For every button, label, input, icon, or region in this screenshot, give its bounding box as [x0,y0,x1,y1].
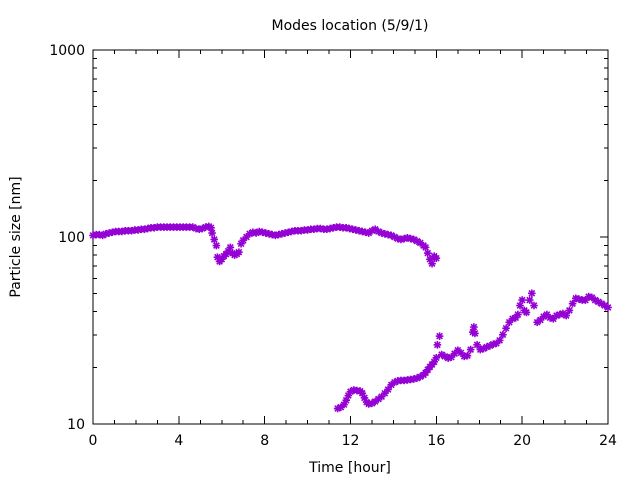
data-point [208,229,216,237]
data-point [463,351,472,360]
data-point [470,323,478,331]
data-point [604,303,612,312]
data-point [530,301,538,310]
y-axis-label: Particle size [nm] [8,176,24,297]
data-point [235,248,243,256]
data-point [226,243,235,252]
data-point [514,310,522,319]
axis-tick-labels: 0 4 8 12 16 20 24 10 100 1000 [49,43,617,449]
data-point [549,315,558,323]
data-point [536,316,545,324]
data-point [516,301,524,310]
x-tick-label: 24 [599,433,617,449]
data-point [466,345,475,354]
x-axis-label: Time [hour] [308,460,391,476]
data-point [433,341,442,349]
y-tick-label: 1000 [49,43,85,59]
data-point [207,223,215,232]
data-point [522,308,531,317]
data-point [562,311,570,320]
data-point [499,330,507,339]
data-point [423,249,432,257]
data-point [421,243,430,252]
x-tick-label: 16 [427,433,445,449]
data-points [89,222,612,413]
data-point [428,259,436,268]
data-point [473,341,481,349]
data-point [565,306,574,315]
data-point [495,336,504,345]
x-tick-label: 0 [89,433,98,449]
data-point [381,389,389,398]
x-tick-label: 12 [342,433,360,449]
data-point [435,332,444,340]
chart-title: Modes location (5/9/1) [272,18,429,34]
data-point [528,289,536,298]
x-tick-label: 20 [513,433,531,449]
axis-ticks [92,49,609,425]
data-point [525,296,534,304]
x-tick-label: 8 [260,433,269,449]
x-tick-label: 4 [174,433,183,449]
y-tick-label: 10 [67,417,85,433]
y-tick-label: 100 [58,230,85,246]
data-point [447,353,456,361]
data-point [432,353,441,362]
data-point [210,235,219,244]
data-point [384,385,392,394]
data-point [471,329,479,338]
plot-frame [92,49,609,425]
data-point [432,254,441,263]
data-point [518,296,526,304]
data-point [492,339,501,348]
data-point [502,324,510,333]
data-point [212,241,221,250]
data-point [568,299,577,308]
